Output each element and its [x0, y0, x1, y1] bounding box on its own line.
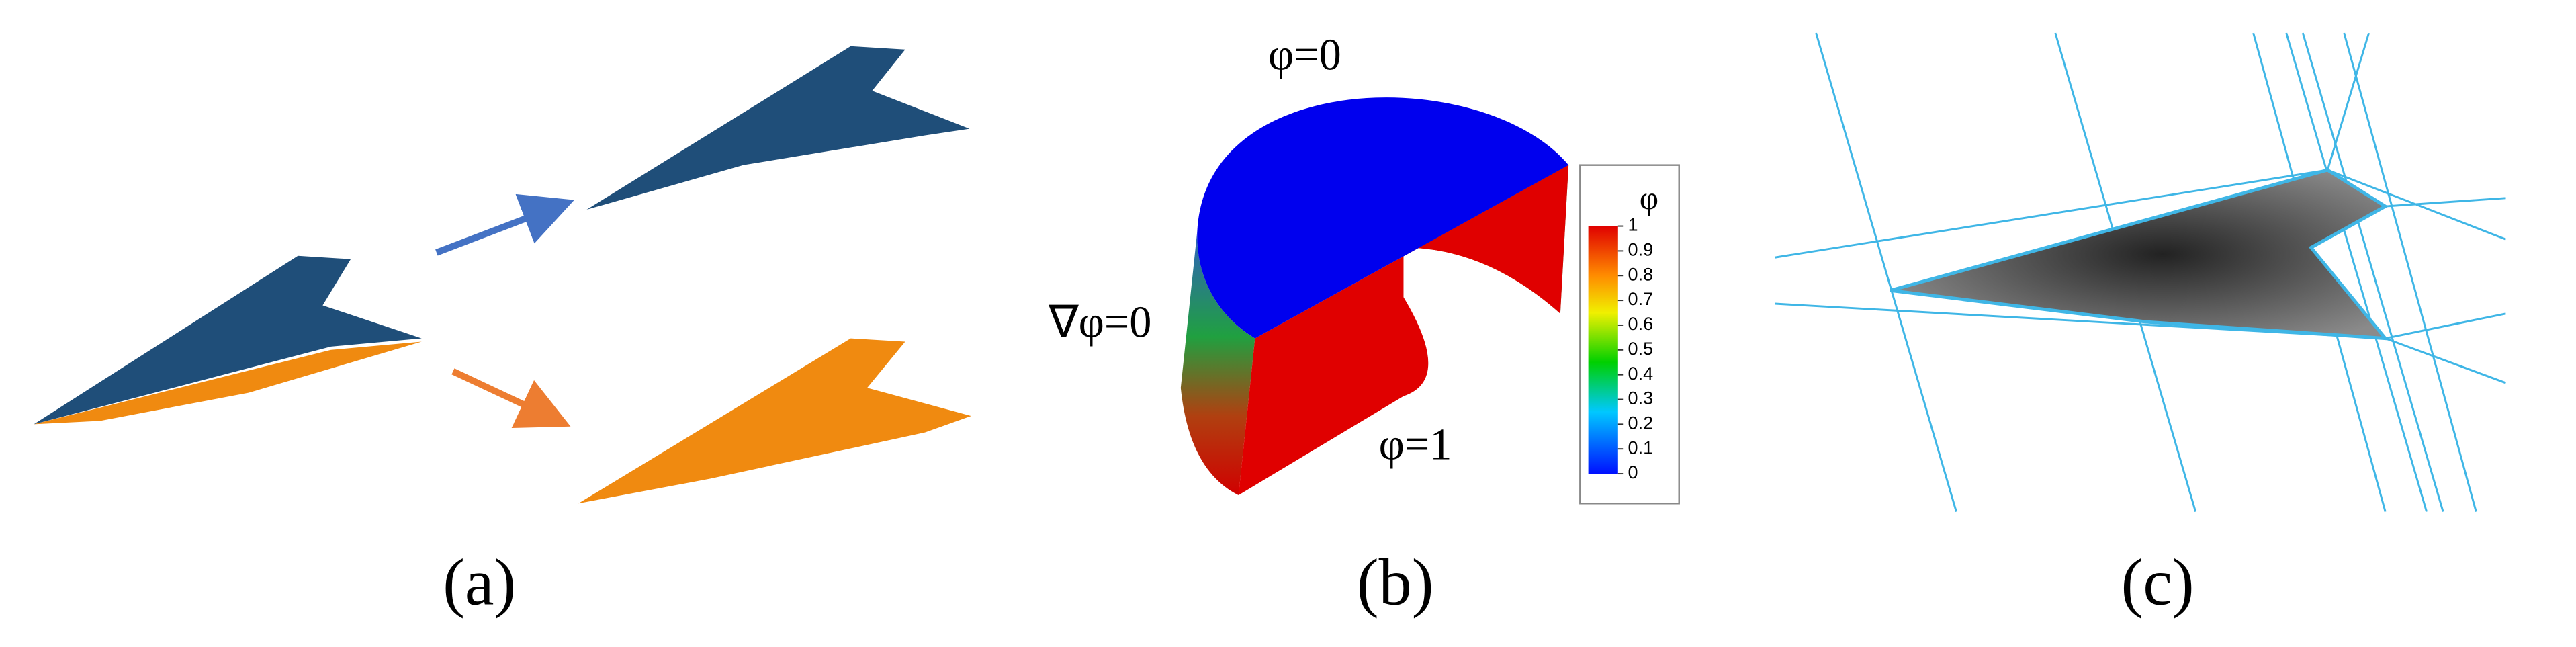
aircraft-top	[34, 255, 422, 425]
colorbar-tick-label: 0.6	[1628, 314, 1654, 334]
colorbar-tick-label: 0.8	[1628, 264, 1654, 284]
aircraft-bottom	[34, 341, 422, 425]
colorbar-tick-label: 0.2	[1628, 413, 1654, 433]
top-face	[1197, 97, 1569, 339]
colorbar	[1588, 226, 1618, 474]
aircraft-section	[1890, 168, 2389, 341]
panel-b: φ=0 ∇φ=0 φ=1 φ 1 0.9 0.8 0.7 0.6 0.5 0.4 0.3 0.2…	[1048, 31, 1680, 619]
aircraft-upper	[586, 46, 970, 210]
caption: (c)	[2121, 546, 2194, 619]
caption: (b)	[1357, 546, 1434, 619]
colorbar-title: φ	[1640, 179, 1658, 216]
colorbar-tick-label: 0.4	[1628, 363, 1654, 384]
boundary-label: φ=0	[1268, 31, 1341, 80]
colorbar-tick-label: 0.9	[1628, 240, 1654, 260]
arrow	[451, 368, 571, 429]
colorbar-tick-label: 1	[1628, 215, 1638, 235]
aircraft-lower	[578, 338, 971, 504]
caption: (a)	[443, 546, 516, 619]
side-face	[1180, 230, 1255, 495]
boundary-label: ∇φ=0	[1048, 298, 1151, 347]
colorbar-tick-label: 0.7	[1628, 289, 1654, 309]
panel-c: (c)	[1774, 32, 2507, 619]
arrow	[435, 193, 574, 256]
colorbar-ticks: 1 0.9 0.8 0.7 0.6 0.5 0.4 0.3 0.2 0.1 0	[1617, 215, 1654, 482]
red-face	[1238, 165, 1569, 495]
boundary-label: φ=1	[1379, 420, 1452, 469]
panel-a: (a)	[34, 46, 971, 619]
colorbar-tick-label: 0.1	[1628, 437, 1654, 458]
colorbar-tick-label: 0.3	[1628, 388, 1654, 408]
colorbar-tick-label: 0	[1628, 462, 1638, 482]
colorbar-tick-label: 0.5	[1628, 339, 1654, 359]
